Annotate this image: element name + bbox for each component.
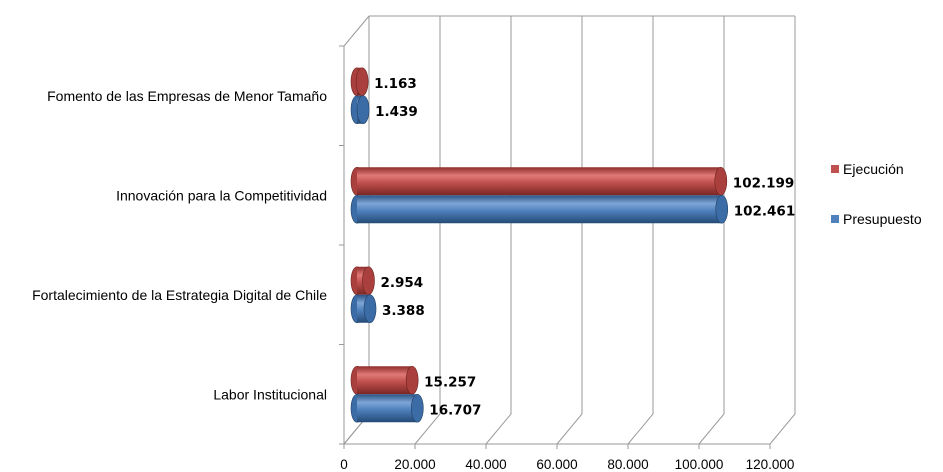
legend-label: Ejecución	[843, 161, 904, 177]
legend-item-presupuesto: Presupuesto	[831, 211, 922, 227]
bar-body	[357, 394, 418, 423]
legend-label: Presupuesto	[843, 211, 922, 227]
x-tick-label: 100.000	[675, 457, 724, 472]
gridline	[627, 16, 654, 445]
bar-ejecucion	[350, 67, 369, 97]
bar-presupuesto	[350, 294, 377, 324]
legend-item-ejecucion: Ejecución	[831, 161, 904, 177]
bar-front-cap	[355, 67, 369, 97]
x-tick-label: 120.000	[746, 457, 795, 472]
gridline	[556, 16, 583, 445]
bar-front-cap	[356, 95, 370, 125]
wall-edge-top	[343, 15, 370, 47]
data-label: 1.163	[374, 76, 417, 92]
bar-ejecucion	[350, 266, 375, 296]
bar-front-cap	[362, 266, 375, 296]
bar-body	[357, 195, 722, 224]
bar-body	[357, 366, 413, 395]
bar-body	[357, 167, 721, 196]
data-label: 1.439	[375, 104, 418, 120]
gridline	[485, 16, 512, 445]
bar-front-cap	[714, 166, 728, 196]
data-label: 16.707	[429, 402, 481, 418]
bar-front-cap	[405, 365, 419, 395]
bar-presupuesto	[350, 95, 370, 125]
x-tick-label: 40.000	[465, 457, 506, 472]
data-label: 102.199	[733, 175, 795, 191]
data-label: 102.461	[734, 203, 796, 219]
x-tick-label: 0	[340, 457, 348, 472]
legend-swatch	[831, 215, 839, 223]
data-label: 2.954	[380, 275, 423, 291]
x-tick-label: 60.000	[536, 457, 577, 472]
bar-ejecucion	[350, 166, 728, 196]
data-label: 15.257	[424, 374, 476, 390]
bar-presupuesto	[350, 393, 424, 423]
category-label: Innovación para la Competitividad	[116, 187, 327, 203]
category-label: Fomento de las Empresas de Menor Tamaño	[47, 88, 327, 104]
bar-front-cap	[411, 393, 424, 423]
data-label: 3.388	[382, 303, 425, 319]
gridline	[698, 16, 725, 445]
bar-presupuesto	[350, 194, 729, 224]
bar-front-cap	[715, 194, 729, 224]
category-label: Labor Institucional	[213, 386, 327, 402]
x-tick-label: 20.000	[394, 457, 435, 472]
gridline	[414, 16, 441, 445]
gridline	[769, 16, 796, 445]
category-label: Fortalecimiento de la Estrategia Digital…	[32, 287, 327, 303]
x-tick-label: 80.000	[607, 457, 648, 472]
bar-front-cap	[363, 294, 377, 324]
legend-swatch	[831, 165, 839, 173]
bar-ejecucion	[350, 365, 419, 395]
